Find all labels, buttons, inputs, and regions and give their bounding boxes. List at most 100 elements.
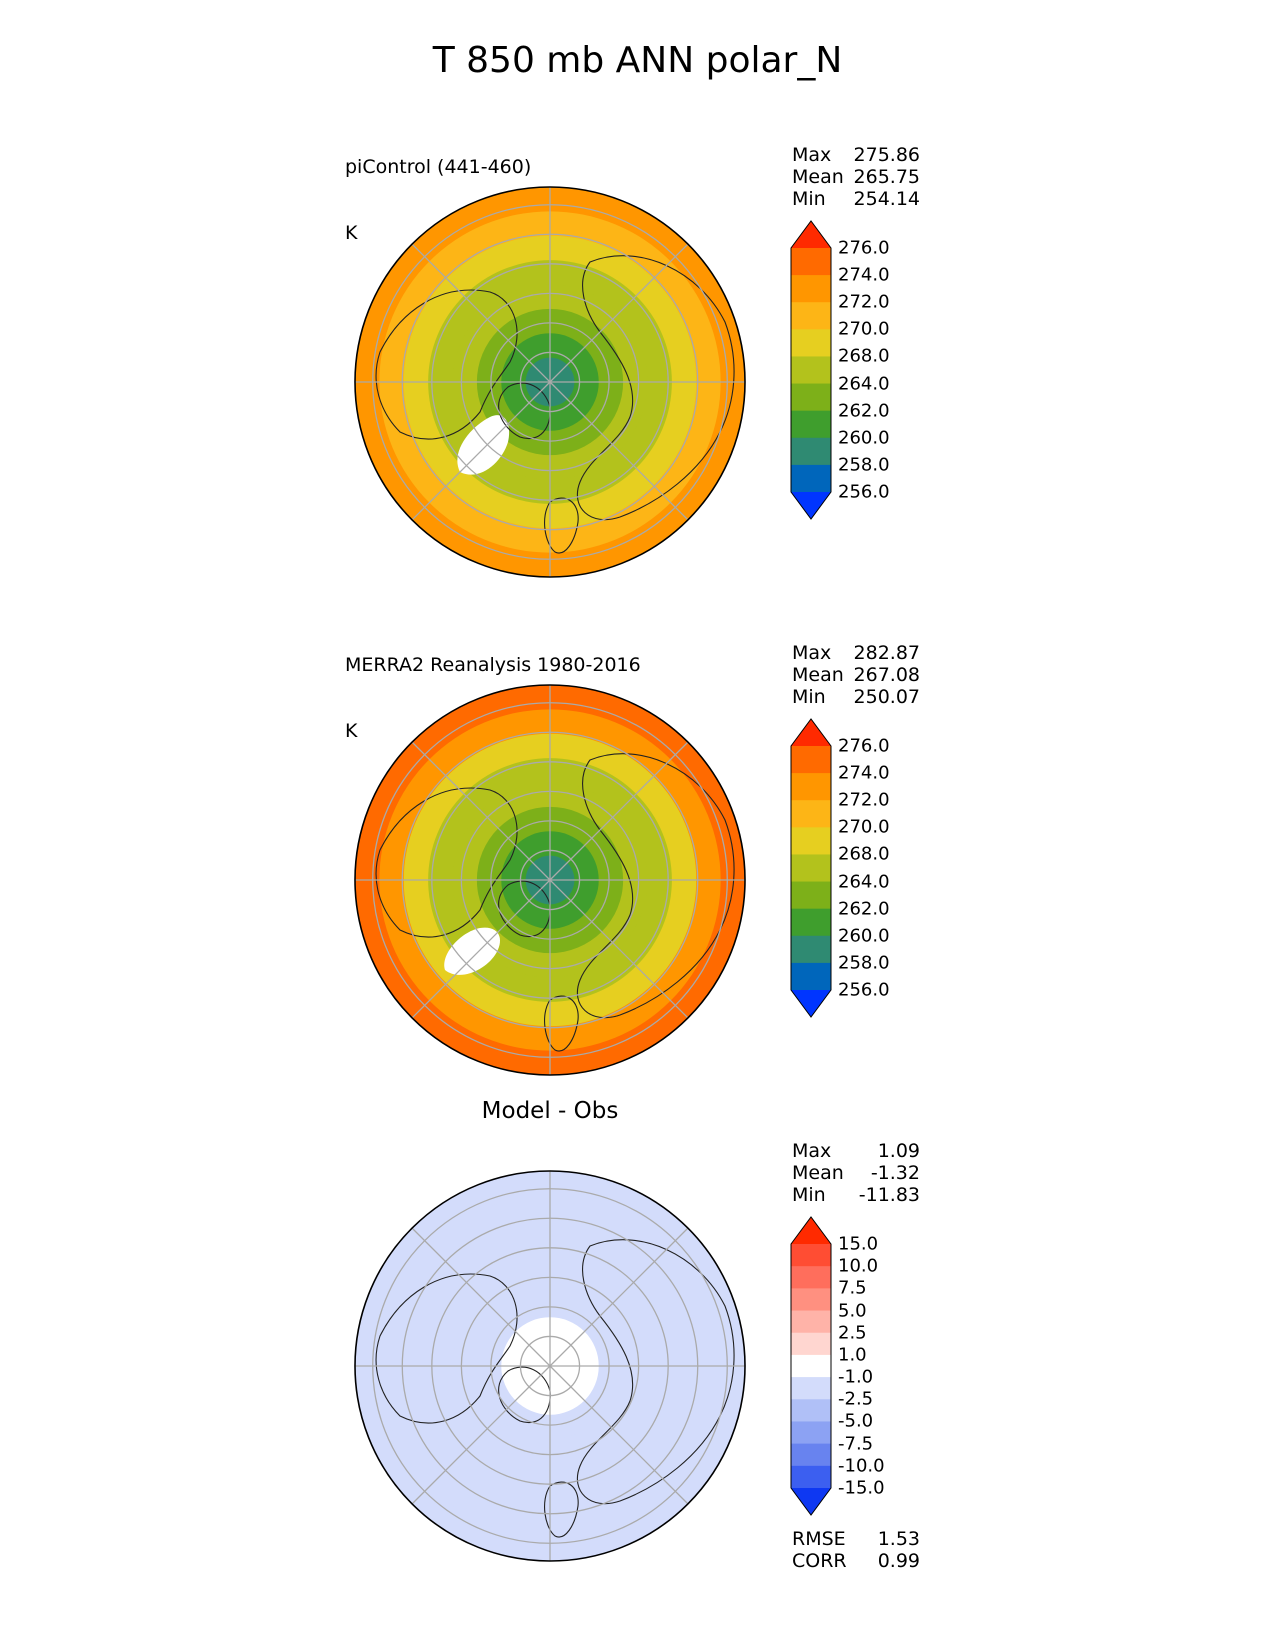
colorbar-tick-label: 262.0 xyxy=(838,898,890,920)
panel-merra2: MERRA2 Reanalysis 1980-2016 K Max 282.87 … xyxy=(0,610,1275,1080)
colorbar-swatch xyxy=(791,881,831,910)
colorbar xyxy=(790,718,832,1018)
stat-max-label: Max xyxy=(792,642,832,664)
rmse-value: 1.53 xyxy=(877,1528,920,1550)
stat-min-label: Min xyxy=(792,188,826,210)
colorbar-outline xyxy=(790,718,832,1018)
stat-min-label: Min xyxy=(792,686,826,708)
stat-mean-label: Mean xyxy=(792,664,844,686)
colorbar-tick-label: 276.0 xyxy=(838,735,890,757)
colorbar-swatch xyxy=(791,935,831,964)
colorbar-swatch xyxy=(791,329,831,357)
stat-mean-value: 265.75 xyxy=(853,166,920,188)
panel-title: MERRA2 Reanalysis 1980-2016 K xyxy=(345,610,641,786)
colorbar-outline xyxy=(790,220,832,520)
colorbar-tick-label: 256.0 xyxy=(838,481,890,503)
colorbar-swatch xyxy=(791,827,831,855)
graticule xyxy=(355,685,745,1075)
colorbar-extend-bottom xyxy=(791,1488,831,1515)
stat-max-value: 275.86 xyxy=(853,144,920,166)
colorbar-swatch xyxy=(791,1354,831,1378)
colorbar-tick-label: 15.0 xyxy=(838,1233,879,1255)
colorbar-tick-label: 264.0 xyxy=(838,373,890,395)
colorbar-swatch xyxy=(791,275,831,303)
map-boundary xyxy=(354,684,746,1076)
panel-title-text: Model - Obs xyxy=(481,1098,619,1124)
colorbar-extend-bottom xyxy=(791,492,831,519)
colorbar-tick-label: 270.0 xyxy=(838,816,890,838)
colorbar-tick-label: 274.0 xyxy=(838,762,890,784)
stat-min-value: -11.83 xyxy=(858,1184,920,1206)
colorbar-tick-label: 258.0 xyxy=(838,454,890,476)
colorbar-swatch xyxy=(791,1310,831,1334)
panel-model-minus-obs: Model - Obs Max 1.09 Mean -1.32 Min -11.83 … xyxy=(0,1098,1275,1578)
stat-max-label: Max xyxy=(792,1140,832,1162)
colorbar-tick-label: -7.5 xyxy=(838,1433,874,1455)
colorbar-tick-label: 274.0 xyxy=(838,264,890,286)
stats-box: Max 1.09 Mean -1.32 Min -11.83 xyxy=(792,1140,920,1206)
stats-box: Max 282.87 Mean 267.08 Min 250.07 xyxy=(792,642,920,708)
stat-min-value: 250.07 xyxy=(853,686,920,708)
colorbar-tick-label: 10.0 xyxy=(838,1255,879,1277)
stat-mean-value: -1.32 xyxy=(870,1162,920,1184)
colorbar-tick-label: 5.0 xyxy=(838,1300,867,1322)
colorbar-extend-bottom xyxy=(791,990,831,1017)
colorbar-tick-label: 272.0 xyxy=(838,789,890,811)
colorbar-swatch xyxy=(791,908,831,937)
panel-units: K xyxy=(345,222,358,244)
colorbar-outline xyxy=(790,1216,832,1516)
metrics-box: RMSE 1.53 CORR 0.99 xyxy=(792,1528,920,1572)
stat-min-value: 254.14 xyxy=(853,188,920,210)
stat-mean-value: 267.08 xyxy=(853,664,920,686)
stat-max-value: 1.09 xyxy=(877,1140,920,1162)
colorbar-tick-label: 270.0 xyxy=(838,318,890,340)
map-boundary xyxy=(354,186,746,578)
polar-map xyxy=(354,1170,746,1562)
coastlines xyxy=(375,753,735,1052)
colorbar-swatch xyxy=(791,1399,831,1422)
colorbar-extend-top xyxy=(791,719,831,746)
colorbar-swatch xyxy=(791,248,831,276)
colorbar-extend-top xyxy=(791,221,831,248)
colorbar-swatch xyxy=(791,464,831,493)
polar-map xyxy=(354,684,746,1076)
coastlines xyxy=(375,1239,735,1538)
colorbar-extend-top xyxy=(791,1217,831,1244)
colorbar-tick-label: 256.0 xyxy=(838,979,890,1001)
colorbar-swatch xyxy=(791,746,831,774)
stat-mean-label: Mean xyxy=(792,1162,844,1184)
colorbar xyxy=(790,1216,832,1516)
colorbar-tick-label: 260.0 xyxy=(838,925,890,947)
corr-label: CORR xyxy=(792,1550,847,1572)
colorbar-tick-label: 258.0 xyxy=(838,952,890,974)
corr-value: 0.99 xyxy=(877,1550,920,1572)
stat-max-value: 282.87 xyxy=(853,642,920,664)
colorbar-tick-label: 276.0 xyxy=(838,237,890,259)
colorbar-tick-label: 262.0 xyxy=(838,400,890,422)
masked-region xyxy=(457,415,510,475)
map-boundary xyxy=(354,1170,746,1562)
colorbar-tick-label: 272.0 xyxy=(838,291,890,313)
colorbar-swatch xyxy=(791,356,831,385)
colorbar-swatch xyxy=(791,1244,831,1267)
panel-title-text: piControl (441-460) xyxy=(345,156,532,178)
masked-region xyxy=(444,927,500,975)
colorbar xyxy=(790,220,832,520)
colorbar-tick-label: 1.0 xyxy=(838,1344,867,1366)
colorbar-swatch xyxy=(791,383,831,412)
panel-title-text: MERRA2 Reanalysis 1980-2016 xyxy=(345,654,641,676)
colorbar-swatch xyxy=(791,1332,831,1356)
colorbar-tick-label: 268.0 xyxy=(838,843,890,865)
stat-mean-label: Mean xyxy=(792,166,844,188)
colorbar-swatch xyxy=(791,1377,831,1400)
colorbar-swatch xyxy=(791,773,831,801)
colorbar-swatch xyxy=(791,1443,831,1467)
colorbar-swatch xyxy=(791,302,831,330)
rmse-label: RMSE xyxy=(792,1528,846,1550)
colorbar-tick-label: 7.5 xyxy=(838,1277,867,1299)
coastlines xyxy=(375,255,735,554)
colorbar-swatch xyxy=(791,1465,831,1489)
colorbar-swatch xyxy=(791,962,831,991)
colorbar-swatch xyxy=(791,854,831,883)
panel-title: piControl (441-460) K xyxy=(345,112,531,288)
